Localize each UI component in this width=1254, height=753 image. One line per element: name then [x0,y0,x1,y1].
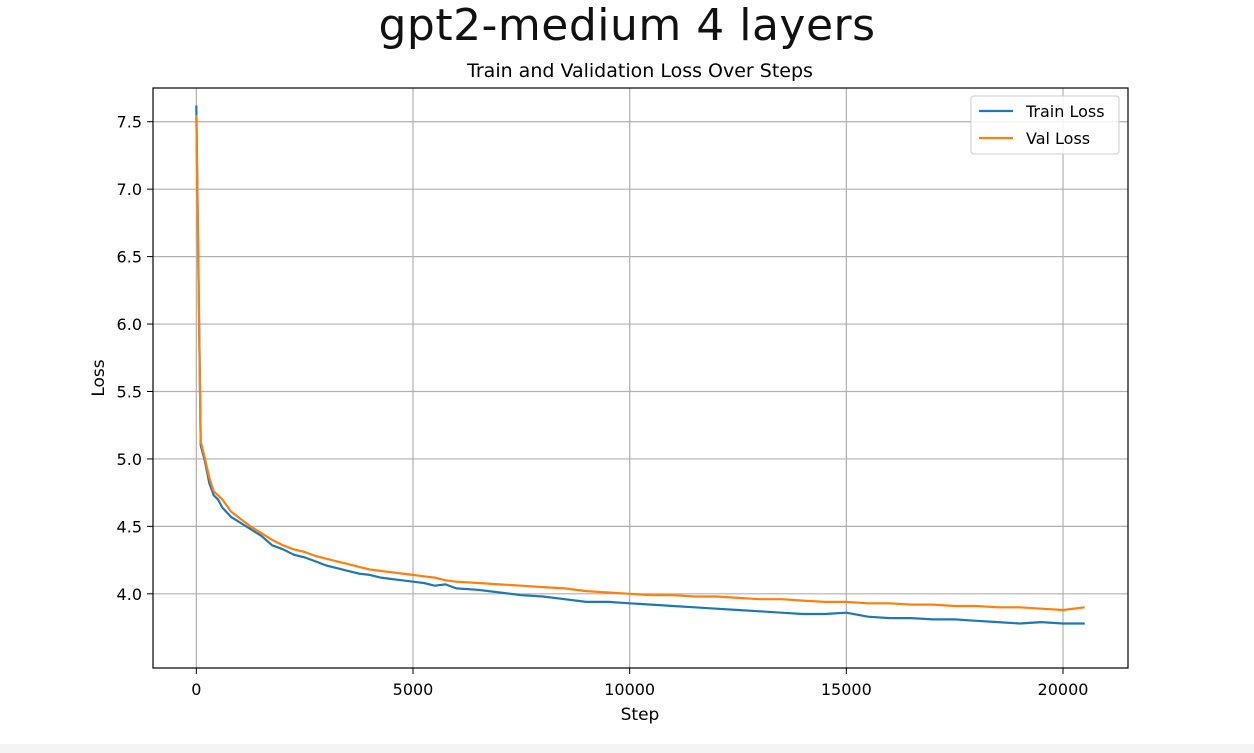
x-tick-label: 20000 [1038,680,1089,699]
grid [153,88,1128,668]
y-axis-ticks: 4.0 4.5 5.0 5.5 6.0 6.5 7.0 7.5 [117,113,153,604]
series-layer [195,105,1085,625]
x-tick-label: 15000 [821,680,872,699]
x-tick-label: 5000 [393,680,434,699]
y-axis-label: Loss [89,359,109,396]
x-tick-label: 10000 [604,680,655,699]
y-tick-label: 5.5 [117,382,142,401]
plot-frame [152,87,1129,669]
x-axis-ticks: 0 5000 10000 15000 20000 [191,668,1088,699]
window-bottom-strip [0,744,1254,753]
y-tick-label: 7.5 [117,113,142,132]
y-tick-label: 4.0 [117,585,142,604]
x-tick-label: 0 [191,680,201,699]
legend-label-train-loss: Train Loss [1025,102,1105,121]
legend: Train Loss Val Loss [970,95,1120,155]
chart-title: Train and Validation Loss Over Steps [466,60,813,82]
train-loss-line [195,105,1085,625]
y-tick-label: 5.0 [117,450,142,469]
legend-label-val-loss: Val Loss [1026,129,1090,148]
y-tick-label: 7.0 [117,180,142,199]
y-tick-label: 6.5 [117,248,142,267]
x-axis-label: Step [621,705,660,725]
figure-suptitle: gpt2-medium 4 layers [378,0,876,51]
val-loss-line [195,114,1085,612]
y-tick-label: 6.0 [117,315,142,334]
y-tick-label: 4.5 [117,517,142,536]
